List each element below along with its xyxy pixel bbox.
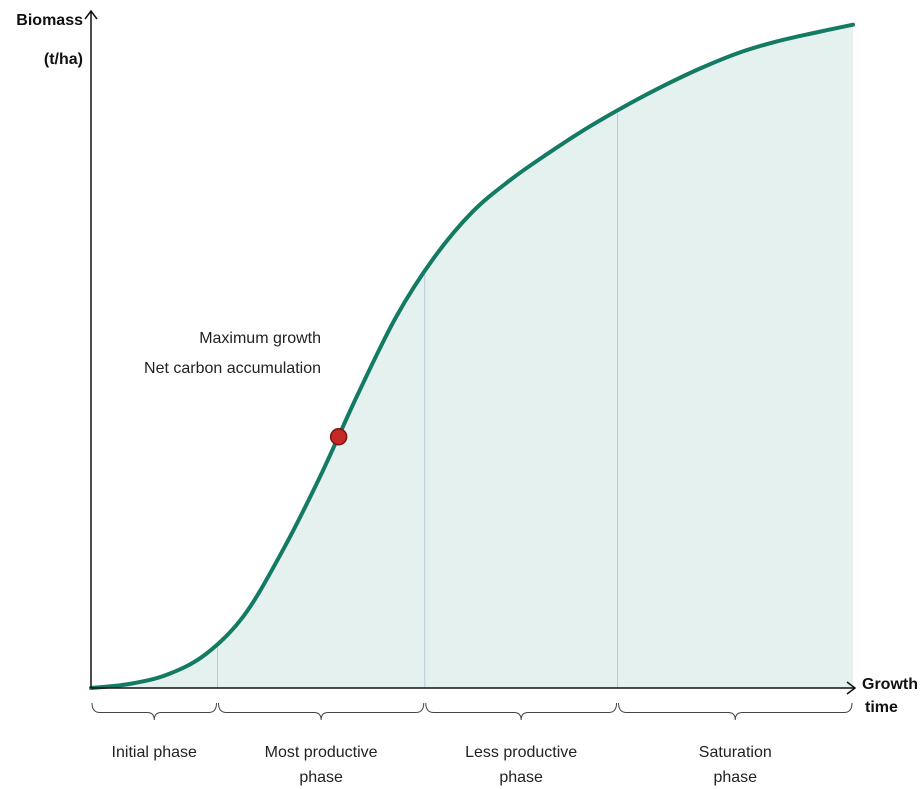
annotation-net-carbon: Net carbon accumulation (144, 360, 321, 377)
phase-label-4-line2: phase (713, 769, 757, 786)
phase-label-2-line1: Most productive (265, 744, 378, 761)
biomass-growth-curve (89, 22, 855, 690)
phase-labels: Initial phase Most productive phase Less pr… (112, 744, 772, 786)
x-axis-title-line1: Growth (862, 676, 918, 693)
phase-label-3-line1: Less productive (465, 744, 577, 761)
biomass-area-fill (91, 24, 853, 688)
y-axis-title-line2: (t/ha) (44, 51, 83, 68)
phase-label-4-line1: Saturation (699, 744, 772, 761)
phase-brace-3 (425, 702, 618, 721)
phase-brace-1 (91, 702, 217, 721)
phase-brace-4 (618, 702, 853, 721)
max-growth-marker (329, 428, 348, 446)
x-axis-title-line2: time (865, 699, 898, 716)
phase-label-2-line2: phase (299, 769, 343, 786)
phase-brace-2 (217, 702, 425, 721)
phase-label-1-line1: Initial phase (112, 744, 197, 761)
phase-braces (91, 702, 853, 721)
phase-label-3-line2: phase (499, 769, 543, 786)
y-axis-arrowhead (84, 9, 98, 20)
phase-dividers (216, 113, 619, 688)
y-axis-title-line1: Biomass (16, 12, 83, 29)
x-axis-arrowhead (846, 681, 857, 695)
annotation-maximum-growth: Maximum growth (199, 330, 321, 347)
